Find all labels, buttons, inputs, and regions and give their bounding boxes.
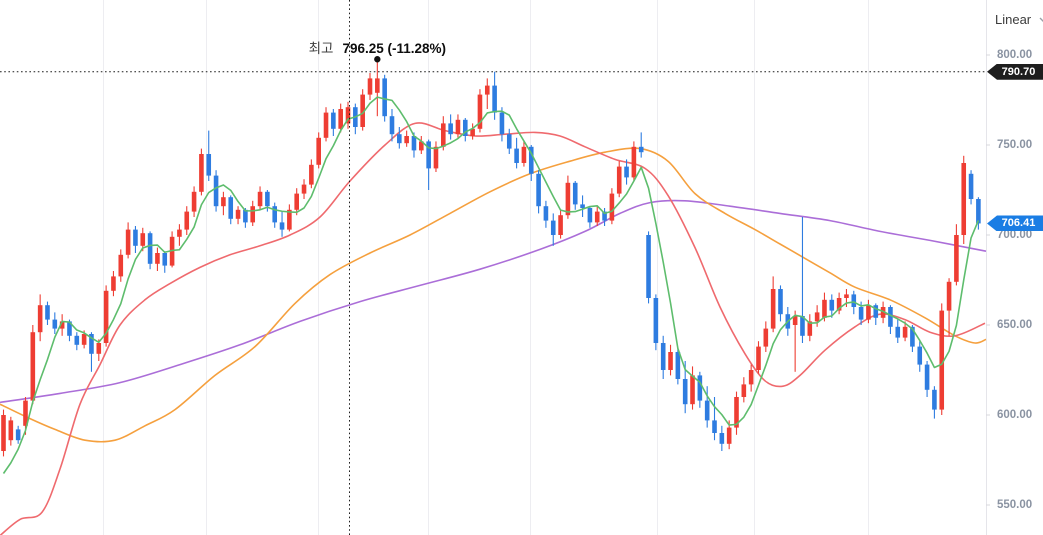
price-axis-label: 750.00 <box>997 139 1033 151</box>
high-marker-dot <box>374 56 381 63</box>
high-annotation-value: 796.25 (-11.28%) <box>342 41 447 56</box>
ma-long <box>0 147 987 443</box>
ma-mid <box>0 122 986 535</box>
last-price-text: 706.41 <box>1001 217 1036 230</box>
crosshair-price-badge: 790.70 <box>987 63 1043 80</box>
scale-selector-label: Linear <box>995 12 1032 27</box>
crosshair-price-text: 790.70 <box>1001 65 1036 78</box>
ma-xlong <box>0 199 987 404</box>
last-price-badge: 706.41 <box>987 215 1043 232</box>
price-axis-label: 700.00 <box>997 229 1033 241</box>
scale-selector[interactable]: Linear <box>995 12 1043 27</box>
price-axis-label: 550.00 <box>997 499 1033 511</box>
high-annotation: 최고 796.25 (-11.28%) <box>309 37 446 57</box>
chevron-down-icon <box>1039 17 1043 22</box>
price-axis-label: 600.00 <box>997 409 1033 421</box>
high-annotation-label: 최고 <box>308 41 334 56</box>
price-axis-label: 800.00 <box>997 49 1033 61</box>
price-axis-label: 650.00 <box>997 319 1033 331</box>
ma-short <box>2 96 980 474</box>
